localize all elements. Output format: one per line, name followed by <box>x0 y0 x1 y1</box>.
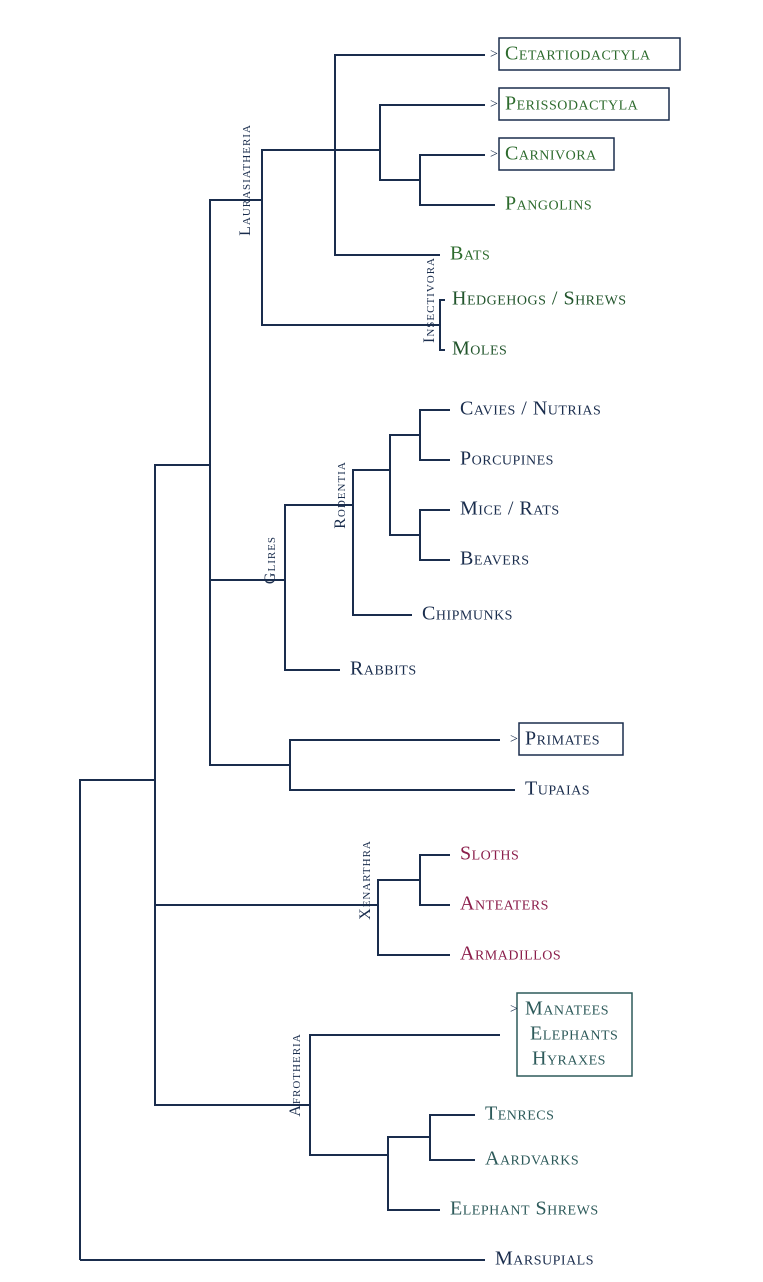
taxon-cavies: Cavies / Nutrias <box>460 398 601 420</box>
taxon-elephantshrews: Elephant Shrews <box>450 1198 599 1220</box>
taxon-pangolins: Pangolins <box>505 193 592 215</box>
taxon-elephants: Elephants <box>530 1023 618 1045</box>
taxon-porcupines: Porcupines <box>460 448 554 470</box>
clade-label-rodentia: Rodentia <box>332 461 349 529</box>
expand-arrow: > <box>510 1002 518 1017</box>
taxon-beavers: Beavers <box>460 548 529 570</box>
expand-arrow: > <box>510 732 518 747</box>
taxon-primates: Primates <box>525 728 600 750</box>
clade-label-afrotheria: Afrotheria <box>287 1033 304 1116</box>
taxon-bats: Bats <box>450 243 490 265</box>
taxon-moles: Moles <box>452 338 507 360</box>
taxon-anteaters: Anteaters <box>460 893 549 915</box>
expand-arrow: > <box>490 147 498 162</box>
taxon-armadillos: Armadillos <box>460 943 561 965</box>
clade-label-insectivora: Insectivora <box>421 257 438 343</box>
taxon-perissodactyla: Perissodactyla <box>505 93 639 115</box>
taxon-tupaias: Tupaias <box>525 778 590 800</box>
taxon-rabbits: Rabbits <box>350 658 417 680</box>
clade-label-laurasiatheria: Laurasiatheria <box>237 124 254 236</box>
taxon-cetartiodactyla: Cetartiodactyla <box>505 43 651 65</box>
taxon-chipmunks: Chipmunks <box>422 603 513 625</box>
expand-arrow: > <box>490 97 498 112</box>
taxon-hedgehogs: Hedgehogs / Shrews <box>452 288 627 310</box>
taxon-manatees: Manatees <box>525 998 609 1020</box>
taxon-aardvarks: Aardvarks <box>485 1148 579 1170</box>
taxon-hyraxes: Hyraxes <box>532 1048 606 1070</box>
taxon-marsupials: Marsupials <box>495 1248 594 1270</box>
taxon-carnivora: Carnivora <box>505 143 597 165</box>
expand-arrow: > <box>490 47 498 62</box>
clade-label-xenarthra: Xenarthra <box>357 840 374 920</box>
taxon-sloths: Sloths <box>460 843 519 865</box>
taxon-tenrecs: Tenrecs <box>485 1103 554 1125</box>
taxon-mice: Mice / Rats <box>460 498 560 520</box>
clade-label-glires: Glires <box>262 536 279 584</box>
phylogenetic-tree: > Cetartiodactyla > Perissodactyla > Carnivor… <box>0 0 763 1282</box>
